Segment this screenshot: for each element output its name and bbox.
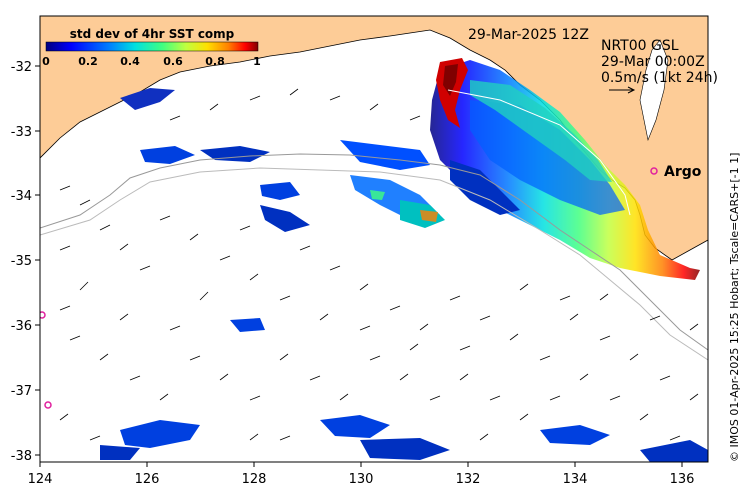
argo-marker-west-1[interactable]: [39, 311, 46, 319]
y-tick-label: -36: [11, 319, 32, 334]
sst-cyan-band: [470, 80, 612, 182]
y-tick-label: -34: [11, 189, 32, 204]
colorbar-tick: 0.8: [205, 55, 225, 68]
bathymetry-contour: [40, 153, 708, 351]
colorbar-tick: 0: [42, 55, 50, 68]
x-tick-label: 130: [349, 472, 374, 487]
colorbar-tick: 0.6: [163, 55, 183, 68]
y-tick-label: -37: [11, 384, 32, 399]
x-tick-label: 128: [242, 472, 267, 487]
x-tick-label: 132: [456, 472, 481, 487]
axis-ticks: [35, 65, 683, 467]
currents-time-label: 29-Mar 00:00Z: [601, 54, 705, 70]
sst-core-blue: [470, 100, 625, 215]
colorbar-tick: 0.2: [78, 55, 98, 68]
y-tick-label: -35: [11, 254, 32, 269]
colorbar-tick: 1: [253, 55, 261, 68]
sst-darkred: [443, 64, 458, 96]
x-tick-label: 124: [28, 472, 53, 487]
gulf: [639, 39, 669, 142]
x-tick-label: 136: [670, 472, 695, 487]
x-tick-label: 126: [135, 472, 160, 487]
y-tick-label: -33: [11, 125, 32, 140]
plot-frame: [39, 15, 709, 463]
colorbar: [45, 41, 259, 52]
y-tick-label: -38: [11, 449, 32, 464]
argo-marker-east[interactable]: [650, 167, 658, 175]
x-tick-label: 134: [563, 472, 588, 487]
argo-marker-west-2[interactable]: [44, 401, 52, 409]
credit-label: © IMOS 01-Apr-2025 15:25 Hobart; Tscale=…: [728, 153, 741, 462]
currents-model-label: NRT00 GSL: [601, 38, 679, 54]
scale-arrow-icon: [609, 86, 636, 94]
current-vectors: [59, 88, 699, 441]
sst-patches: [100, 88, 708, 462]
y-tick-label: -32: [11, 60, 32, 75]
track-line: [447, 89, 631, 216]
bathymetry-contour-2: [40, 167, 708, 361]
colorbar-title: std dev of 4hr SST comp: [70, 27, 235, 41]
argo-label: Argo: [664, 164, 702, 180]
date-label: 29-Mar-2025 12Z: [468, 27, 589, 43]
colorbar-tick: 0.4: [120, 55, 140, 68]
currents-scale-label: 0.5m/s (1kt 24h): [601, 70, 718, 86]
